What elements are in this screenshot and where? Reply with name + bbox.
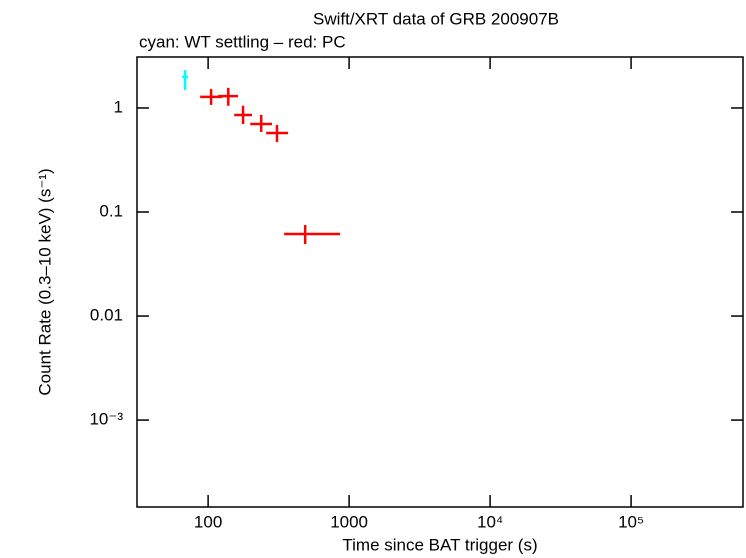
x-tick-label: 10⁴ [477, 512, 503, 531]
x-tick-label: 100 [194, 512, 222, 531]
x-axis-label: Time since BAT trigger (s) [342, 535, 537, 554]
y-tick-label: 1 [114, 97, 123, 116]
y-axis-label: Count Rate (0.3–10 keV) (s⁻¹) [35, 168, 54, 395]
x-tick-label: 10⁵ [618, 512, 644, 531]
y-tick-label: 10⁻³ [89, 410, 123, 429]
plot-frame [136, 56, 744, 508]
chart-title: Swift/XRT data of GRB 200907B [313, 9, 559, 28]
y-tick-label: 0.01 [90, 306, 123, 325]
chart-subtitle: cyan: WT settling – red: PC [139, 32, 346, 51]
y-tick-label: 0.1 [99, 201, 123, 220]
x-tick-label: 1000 [330, 512, 368, 531]
